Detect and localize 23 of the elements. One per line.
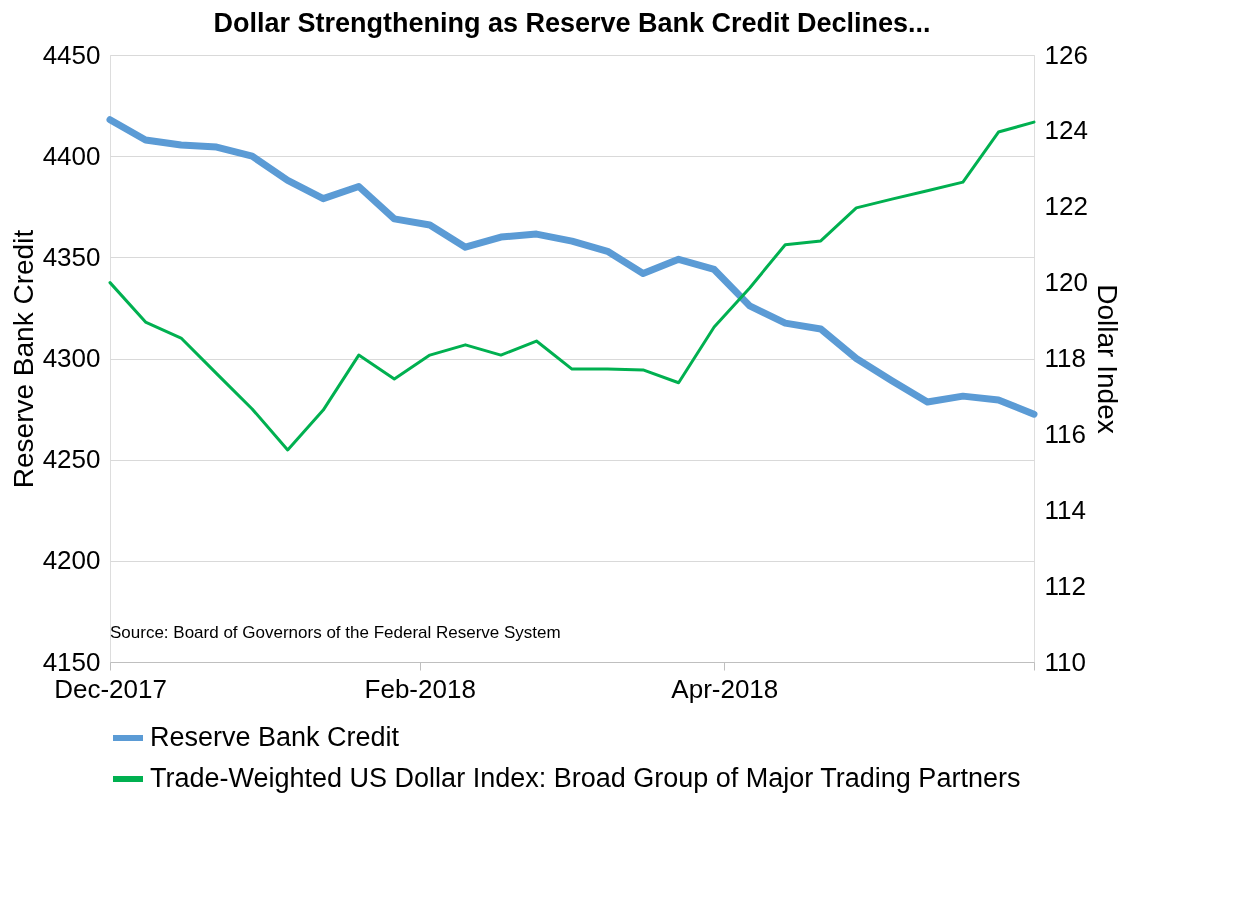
y2-tick-label: 126 <box>1044 39 1088 70</box>
y2-tick-label: 114 <box>1044 494 1086 525</box>
chart-title: Dollar Strengthening as Reserve Bank Credit Declines... <box>213 8 931 38</box>
y2-tick-label: 112 <box>1044 570 1086 601</box>
legend-label: Trade-Weighted US Dollar Index: Broad Group of Major Trading Partners <box>150 763 1021 793</box>
y2-tick-label: 122 <box>1044 191 1088 222</box>
y-tick-label: 4450 <box>42 39 101 70</box>
y2-tick-label: 118 <box>1044 343 1086 373</box>
y2-axis-title: Dollar Index <box>1091 284 1123 434</box>
x-tick-label: Apr-2018 <box>671 673 779 704</box>
y-tick-label: 4350 <box>42 241 101 272</box>
y2-tick-label: 116 <box>1044 418 1086 449</box>
y-tick-label: 4400 <box>42 140 101 171</box>
legend-label: Reserve Bank Credit <box>150 722 400 752</box>
y-tick-label: 4200 <box>42 545 101 576</box>
x-tick-label: Feb-2018 <box>364 673 476 704</box>
y2-tick-label: 124 <box>1044 115 1088 146</box>
annotation: Source: Board of Governors of the Federal Reserve System <box>110 623 561 642</box>
y-tick-label: 4300 <box>42 343 101 373</box>
y-tick-label: 4250 <box>42 444 101 475</box>
y2-tick-label: 120 <box>1044 267 1088 298</box>
y2-tick-label: 110 <box>1044 646 1086 677</box>
y-axis-title: Reserve Bank Credit <box>7 229 39 489</box>
